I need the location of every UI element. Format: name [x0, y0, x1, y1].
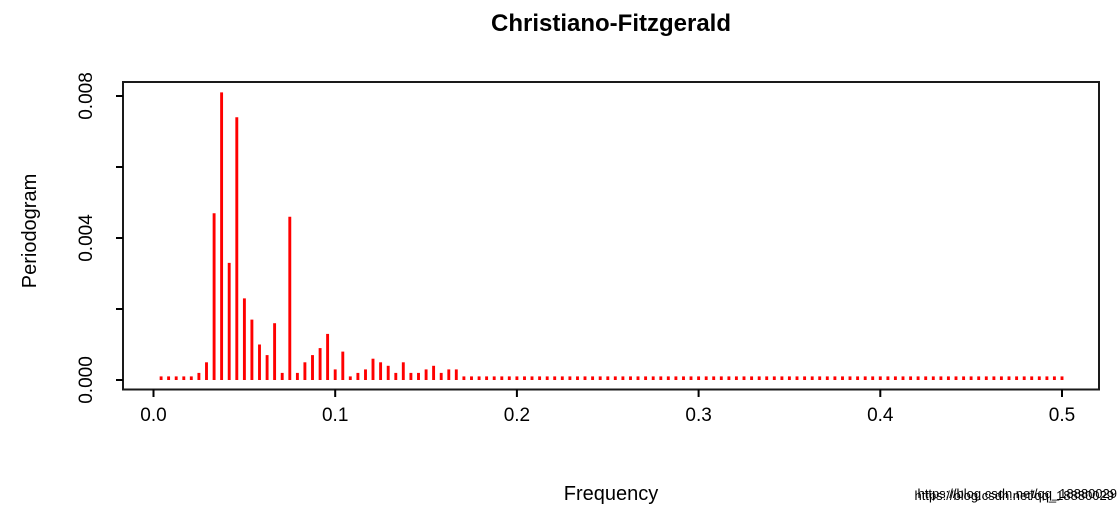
- periodogram-spikes: [159, 92, 1064, 380]
- y-tick-label: 0.004: [76, 214, 97, 262]
- x-tick-label: 0.2: [504, 405, 530, 426]
- x-tick-label: 0.1: [322, 405, 348, 426]
- y-tick-label: 0.000: [76, 356, 97, 404]
- y-axis: 0.000 0.004 0.008: [76, 72, 123, 404]
- chart-title: Christiano-Fitzgerald: [491, 10, 731, 37]
- x-tick-label: 0.5: [1049, 405, 1075, 426]
- x-tick-label: 0.3: [685, 405, 711, 426]
- plot-border: [122, 81, 1100, 391]
- x-tick-label: 0.4: [867, 405, 894, 426]
- watermark-text: https://blog.csdn.net/qq_18880029: [915, 488, 1115, 503]
- watermark: https://blog.csdn.net/qq_18880029 https:…: [915, 486, 1118, 503]
- x-axis-label: Frequency: [564, 483, 659, 505]
- x-axis: 0.0 0.1 0.2 0.3 0.4 0.5: [140, 389, 1075, 426]
- watermark-ghost-text: https://blog.csdn.net/qq_18880029: [918, 486, 1118, 501]
- x-tick-label: 0.0: [140, 405, 166, 426]
- y-axis-label: Periodogram: [19, 174, 41, 289]
- y-tick-label: 0.008: [76, 72, 97, 120]
